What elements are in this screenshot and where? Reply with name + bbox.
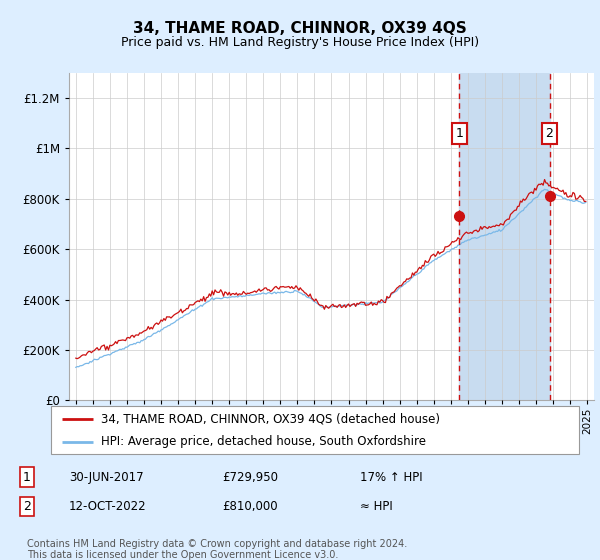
Text: 30-JUN-2017: 30-JUN-2017: [69, 470, 143, 484]
Text: 12-OCT-2022: 12-OCT-2022: [69, 500, 146, 514]
Text: 2: 2: [23, 500, 31, 514]
Text: Price paid vs. HM Land Registry's House Price Index (HPI): Price paid vs. HM Land Registry's House …: [121, 36, 479, 49]
Text: 2: 2: [545, 127, 553, 140]
Text: ≈ HPI: ≈ HPI: [360, 500, 393, 514]
Text: £729,950: £729,950: [222, 470, 278, 484]
Text: 17% ↑ HPI: 17% ↑ HPI: [360, 470, 422, 484]
Text: 1: 1: [455, 127, 463, 140]
Text: 34, THAME ROAD, CHINNOR, OX39 4QS: 34, THAME ROAD, CHINNOR, OX39 4QS: [133, 21, 467, 36]
Text: HPI: Average price, detached house, South Oxfordshire: HPI: Average price, detached house, Sout…: [101, 435, 426, 448]
Text: Contains HM Land Registry data © Crown copyright and database right 2024.
This d: Contains HM Land Registry data © Crown c…: [27, 539, 407, 560]
Text: £810,000: £810,000: [222, 500, 278, 514]
Text: 1: 1: [23, 470, 31, 484]
Bar: [460, 73, 550, 400]
Text: 34, THAME ROAD, CHINNOR, OX39 4QS (detached house): 34, THAME ROAD, CHINNOR, OX39 4QS (detac…: [101, 412, 440, 426]
